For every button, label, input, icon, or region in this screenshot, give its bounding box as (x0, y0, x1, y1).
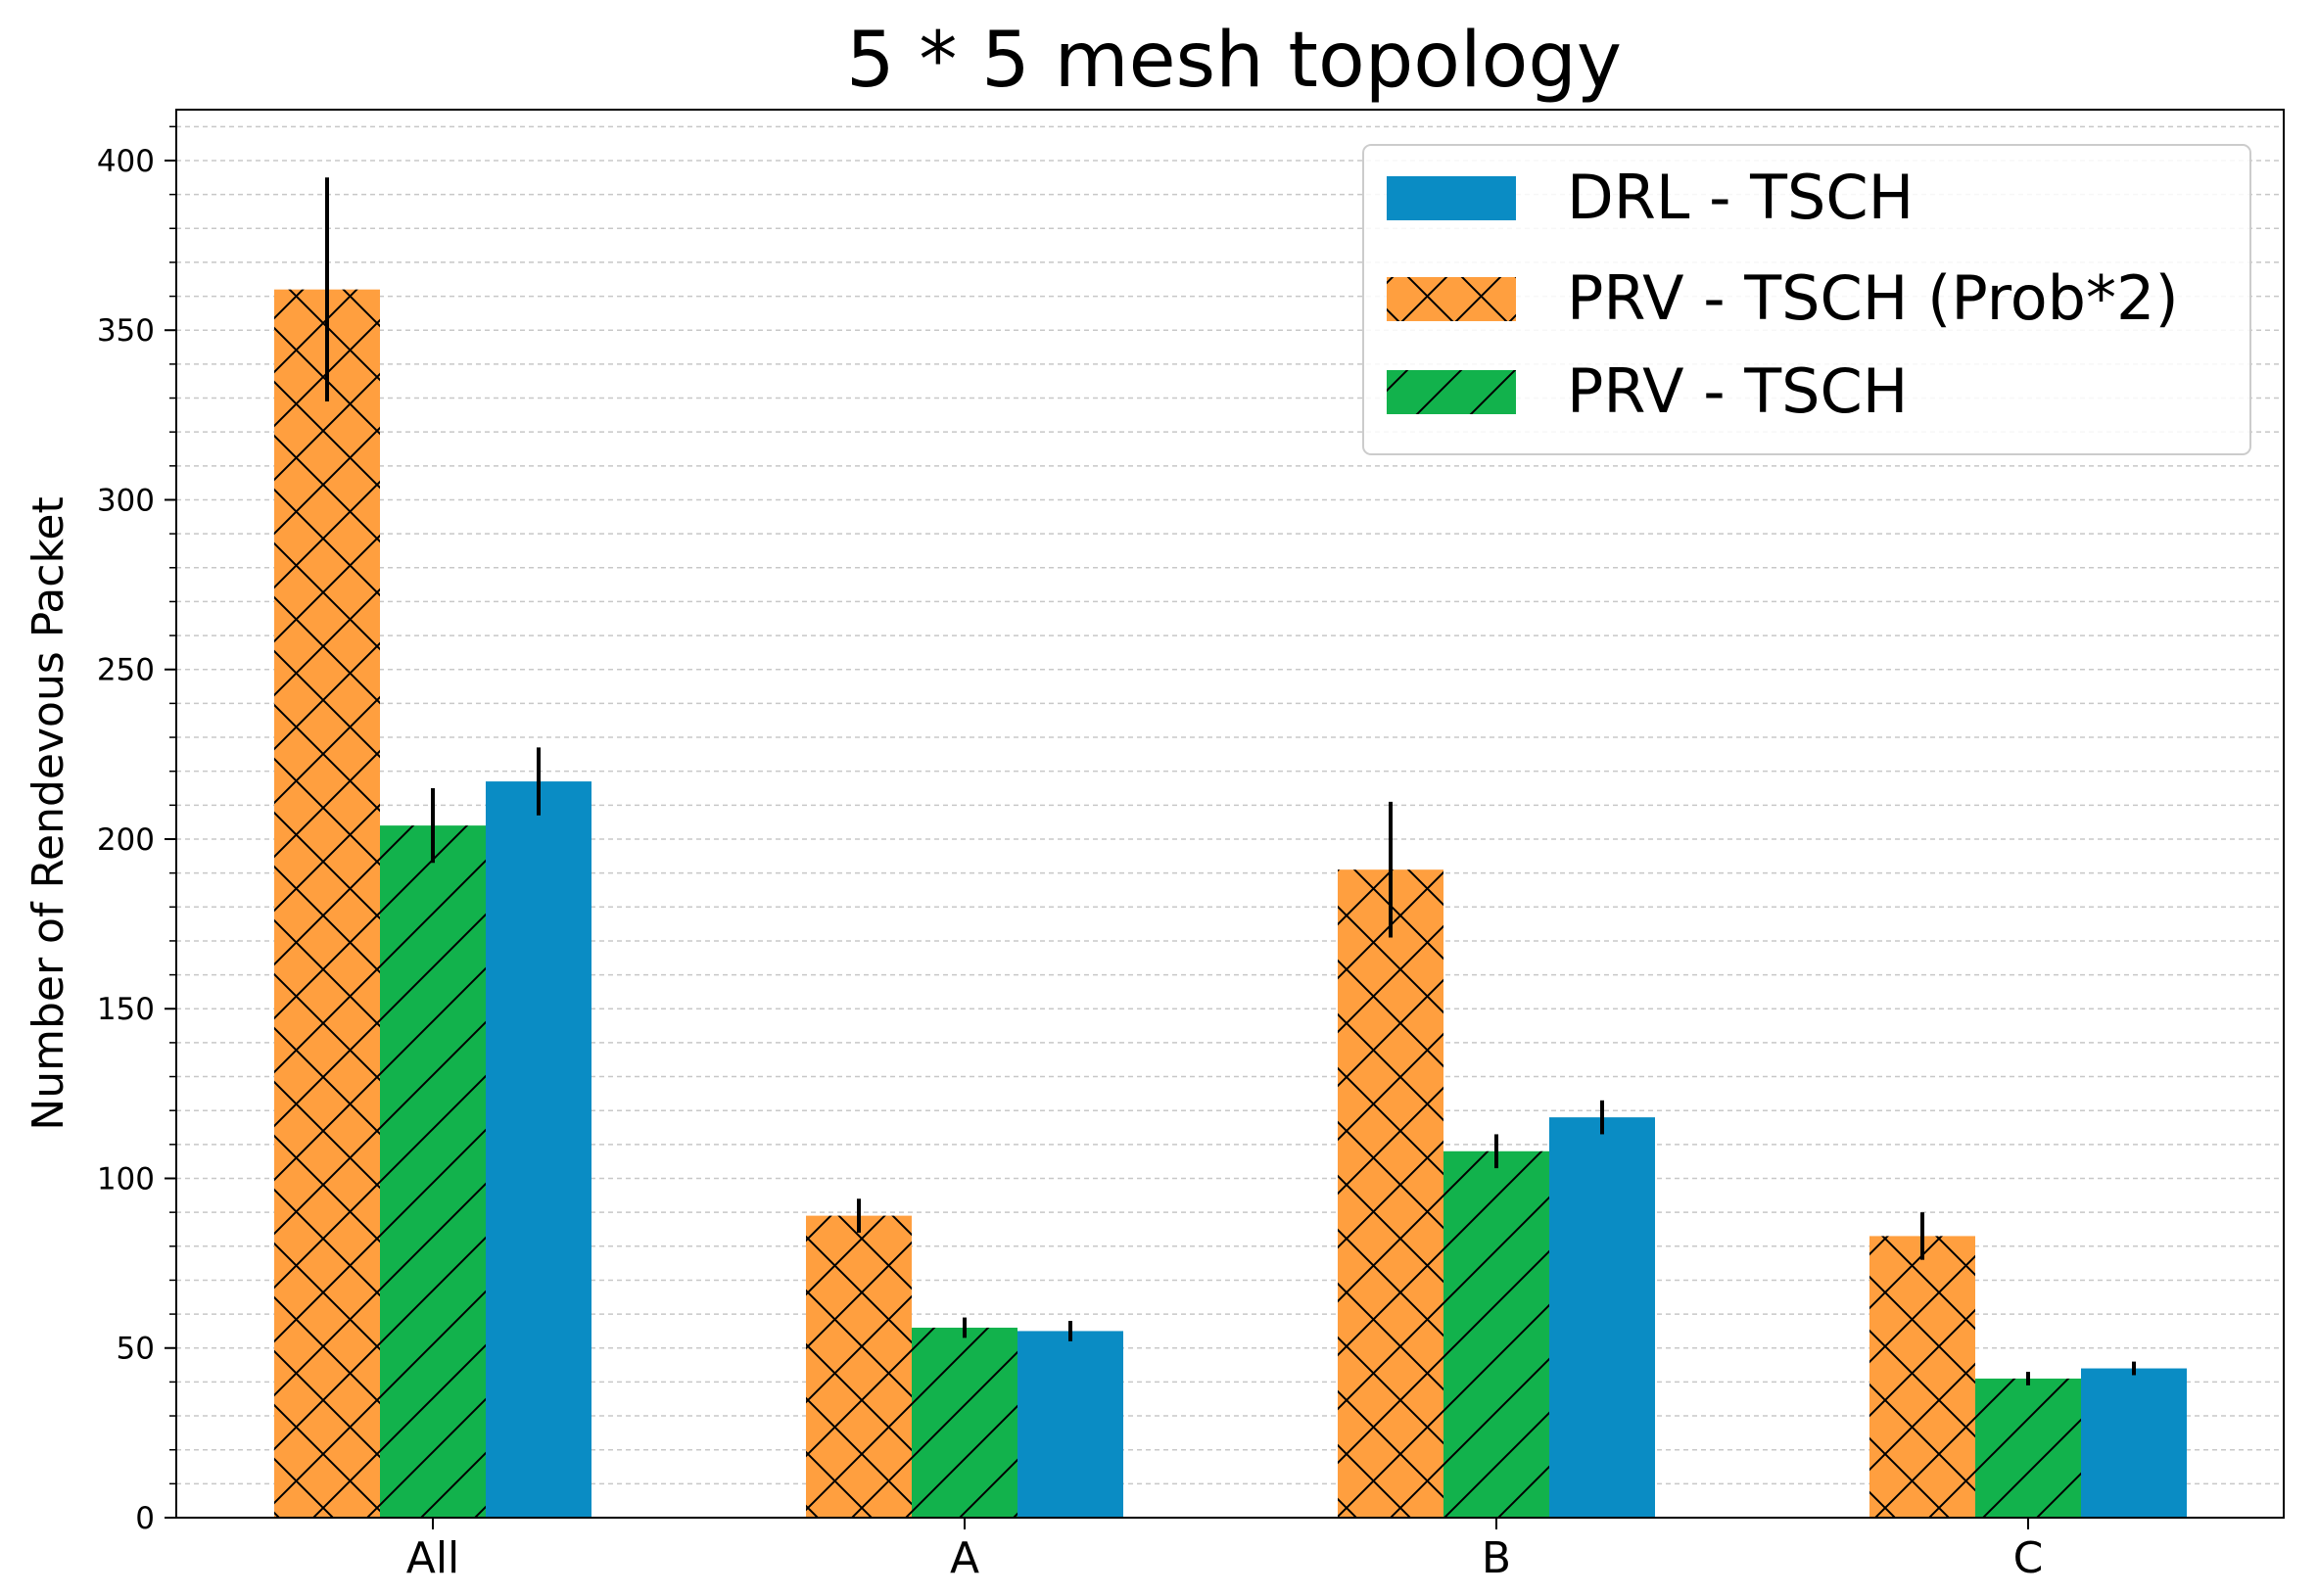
y-tick-label: 200 (97, 822, 155, 858)
bar-drl-tsch-c (2081, 1368, 2187, 1518)
legend: DRL - TSCH PRV - TSCH (Prob*2) PRV - TSCH (1362, 144, 2251, 455)
bar-drl-tsch-b (1549, 1117, 1655, 1518)
x-tick-label: All (406, 1533, 460, 1583)
x-axis: All A B C (406, 1518, 2044, 1583)
legend-label: DRL - TSCH (1567, 162, 1914, 233)
y-tick-label: 400 (97, 144, 155, 179)
x-tick-label: C (2013, 1533, 2044, 1583)
bar-hatch (274, 289, 380, 1518)
y-axis-label: Number of Rendevous Packet (24, 496, 73, 1130)
y-tick-label: 250 (97, 653, 155, 688)
chart-title: 5 * 5 mesh topology (846, 17, 1622, 105)
legend-label: PRV - TSCH (1567, 355, 1908, 427)
y-tick-label: 150 (97, 992, 155, 1027)
bar-hatch (806, 1215, 912, 1518)
y-axis: 0 50 100 150 200 250 300 350 400 (97, 125, 176, 1536)
bar-hatch (912, 1327, 1017, 1518)
legend-swatch-hatch (1387, 277, 1516, 321)
error-bars (325, 177, 2136, 1385)
x-tick-label: B (1482, 1533, 1511, 1583)
legend-label: PRV - TSCH (Prob*2) (1567, 262, 2179, 334)
bar-hatch (1869, 1236, 1975, 1518)
bar-drl-tsch-a (1017, 1331, 1123, 1518)
bar-hatch (1443, 1150, 1549, 1518)
bar-hatch (1338, 869, 1443, 1518)
x-tick-label: A (950, 1533, 979, 1583)
y-tick-label: 50 (117, 1332, 155, 1367)
plot-frame (175, 109, 2285, 1519)
bar-hatch (380, 825, 486, 1518)
y-tick-label: 350 (97, 313, 155, 349)
bar-drl-tsch-all (486, 781, 591, 1518)
y-tick-label: 0 (135, 1501, 155, 1536)
bars (274, 289, 2187, 1518)
y-tick-label: 300 (97, 483, 155, 518)
legend-swatch (1387, 176, 1516, 220)
bar-hatch (1975, 1378, 2081, 1518)
y-tick-label: 100 (97, 1161, 155, 1197)
legend-box (1362, 144, 2251, 455)
legend-swatch-hatch (1387, 370, 1516, 414)
